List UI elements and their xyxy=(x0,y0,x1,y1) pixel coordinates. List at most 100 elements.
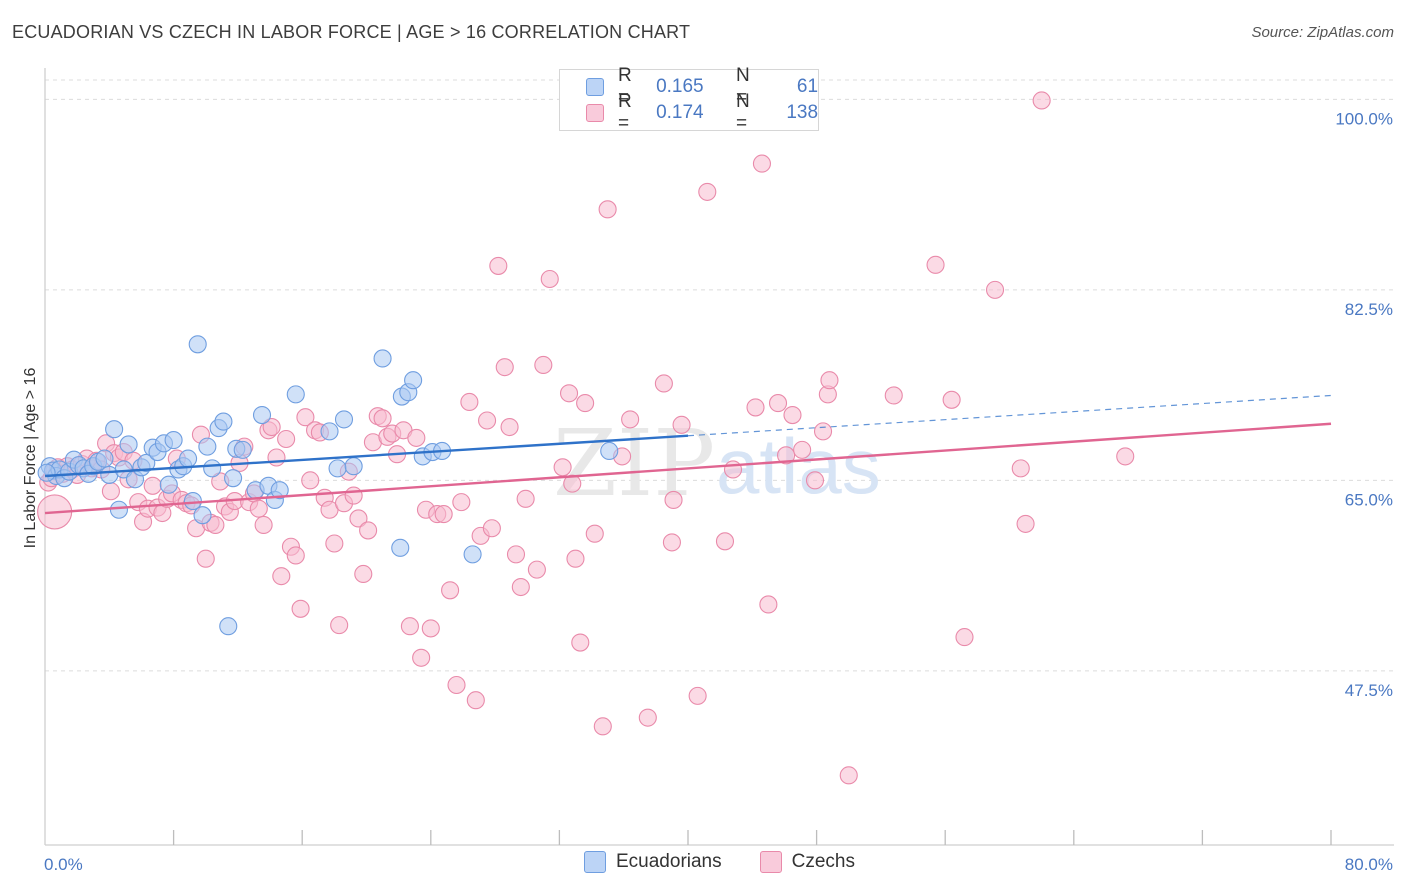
czech-point-67 xyxy=(354,564,373,584)
czech-point-113 xyxy=(662,533,681,552)
watermark: ZIP atlas xyxy=(553,410,881,517)
x-tick-label-0: 0.0% xyxy=(44,855,83,874)
czech-point-90 xyxy=(482,519,501,538)
czech-point-101 xyxy=(559,384,579,403)
ecuadorian-point-37 xyxy=(224,469,243,488)
czech-point-139 xyxy=(1032,91,1051,110)
czech-point-100 xyxy=(553,458,572,477)
legend-n-label: N = xyxy=(735,65,750,108)
czech-point-34 xyxy=(196,549,215,568)
ecuadorian-point-50 xyxy=(373,349,392,368)
czech-point-123 xyxy=(768,394,788,413)
ecuadorian-point-28 xyxy=(179,449,198,468)
czech-point-112 xyxy=(654,374,673,393)
legend-r-label: R = xyxy=(617,65,632,108)
series-swatch-blue xyxy=(584,851,606,873)
czech-point-107 xyxy=(593,717,612,736)
ecuadorian-point-39 xyxy=(233,440,252,459)
chart-title: ECUADORIAN VS CZECH IN LABOR FORCE | AGE… xyxy=(12,22,691,42)
series-legend: Ecuadorians Czechs xyxy=(584,851,893,873)
czech-point-91 xyxy=(489,256,508,275)
czech-point-85 xyxy=(452,493,471,512)
czech-point-110 xyxy=(621,410,640,429)
series-swatch-pink xyxy=(759,851,782,873)
legend-r-label: R = xyxy=(617,91,632,134)
ecuadorian-point-30 xyxy=(188,335,207,354)
ecuadorian-point-31 xyxy=(193,506,212,525)
czech-point-45 xyxy=(249,499,268,518)
czech-point-92 xyxy=(495,358,514,377)
ecuadorian-point-32 xyxy=(198,437,217,456)
czech-point-103 xyxy=(566,549,585,568)
czech-point-61 xyxy=(325,534,344,553)
ecuadorian-point-41 xyxy=(252,405,272,425)
czech-point-14 xyxy=(101,482,120,501)
czech-point-53 xyxy=(286,546,305,565)
ecuadorian-point-20 xyxy=(137,453,156,472)
czech-point-76 xyxy=(400,617,419,636)
y-tick-label-3: 47.5% xyxy=(1345,681,1393,700)
czech-point-125 xyxy=(783,405,802,425)
watermark-atlas: atlas xyxy=(716,422,881,510)
czech-point-55 xyxy=(296,408,315,427)
legend-n-label: N = xyxy=(735,91,750,134)
ecuadorian-point-36 xyxy=(219,617,238,636)
czech-point-78 xyxy=(412,648,431,667)
czech-point-84 xyxy=(447,675,466,695)
ecuadorian-point-15 xyxy=(109,500,128,519)
czech-point-89 xyxy=(478,411,497,430)
ecuadorian-point-45 xyxy=(286,385,305,404)
czech-point-131 xyxy=(839,766,858,785)
y-tick-label-1: 82.5% xyxy=(1345,300,1393,319)
czech-point-105 xyxy=(576,394,595,413)
czech-point-104 xyxy=(571,633,590,652)
ecuadorian-point-44 xyxy=(270,481,289,500)
ecuadorian-point-47 xyxy=(328,459,347,478)
ecuadorian-point-54 xyxy=(391,538,410,557)
czech-point-135 xyxy=(955,628,974,647)
legend-row-ecuadorians: R = 0.165 N = 61 xyxy=(586,65,819,108)
axis-labels: 100.0% 82.5% 65.0% 47.5% 0.0% 80.0% In Labor F… xyxy=(22,109,1393,874)
legend-r-value: 0.165 xyxy=(656,76,704,97)
czech-point-121 xyxy=(752,154,771,173)
legend-swatch-blue xyxy=(586,78,604,96)
czech-point-128 xyxy=(813,422,833,441)
czech-point-102 xyxy=(563,474,582,493)
czech-point-68 xyxy=(359,521,378,540)
trend-lines xyxy=(44,394,1332,515)
czech-point-65 xyxy=(344,486,363,505)
czech-point-133 xyxy=(926,255,945,274)
czech-point-94 xyxy=(506,545,526,564)
chart-source: Source: ZipAtlas.com xyxy=(1251,24,1394,41)
series-label-ecuadorians: Ecuadorians xyxy=(616,851,722,872)
ecuadorians-points xyxy=(37,335,619,636)
czech-point-93 xyxy=(500,417,519,437)
czech-point-50 xyxy=(272,567,291,586)
ecuadorian-point-58 xyxy=(463,545,482,564)
legend-n-value: 61 xyxy=(796,76,819,97)
czech-point-130 xyxy=(820,371,839,390)
czech-point-98 xyxy=(534,355,553,375)
czech-point-36 xyxy=(206,515,225,535)
czech-point-119 xyxy=(723,460,743,479)
gridlines xyxy=(45,79,1393,672)
ecuadorian-point-14 xyxy=(105,420,124,439)
czech-point-83 xyxy=(441,581,460,600)
czech-point-77 xyxy=(407,428,426,447)
czech-point-137 xyxy=(1011,459,1030,478)
y-tick-label-0: 100.0% xyxy=(1335,109,1393,128)
ecuadorian-point-46 xyxy=(320,422,339,441)
czech-point-51 xyxy=(277,429,296,449)
czech-point-115 xyxy=(672,415,691,434)
ecuadorian-point-49 xyxy=(344,457,363,476)
ecuadorian-point-24 xyxy=(159,475,178,494)
ecuadorians-trend-line xyxy=(44,434,689,478)
czech-point-126 xyxy=(793,440,812,459)
series-label-czechs: Czechs xyxy=(791,851,855,872)
czech-point-114 xyxy=(664,490,683,510)
ecuadorian-point-53 xyxy=(404,371,423,390)
czech-point-116 xyxy=(688,686,707,705)
x-tick-label-1: 80.0% xyxy=(1345,855,1393,874)
ecuadorian-point-35 xyxy=(214,412,233,431)
